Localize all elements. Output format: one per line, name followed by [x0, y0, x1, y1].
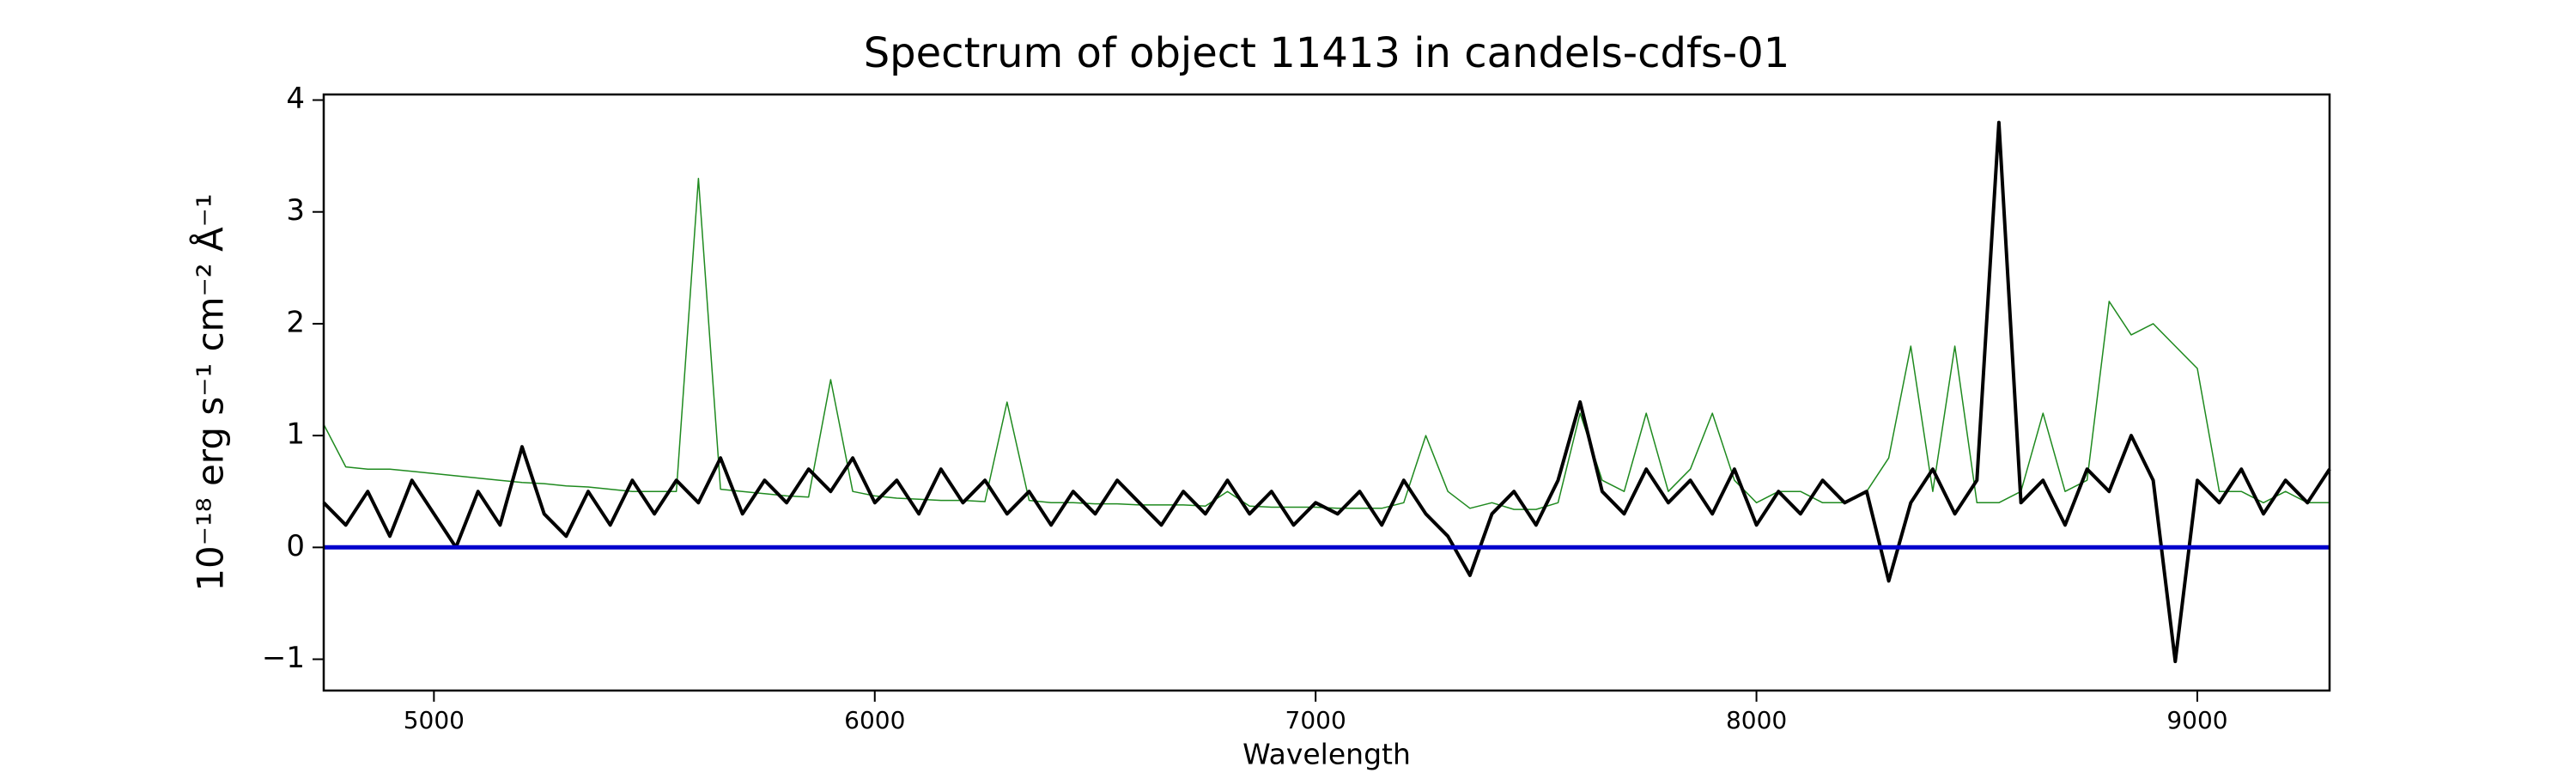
plot-frame	[322, 93, 2331, 692]
spectrum-line	[322, 120, 2331, 664]
chart-title: Spectrum of object 11413 in candels-cdfs…	[864, 29, 1790, 77]
y-tick-label: 0	[286, 529, 305, 563]
x-tick-label: 5000	[404, 706, 465, 734]
y-tick-label: 4	[286, 82, 305, 116]
y-axis-label: 10⁻¹⁸ erg s⁻¹ cm⁻² Å⁻¹	[189, 193, 232, 591]
y-tick-label: 1	[286, 417, 305, 452]
x-tick-label: 7000	[1285, 706, 1346, 734]
y-tick-label: 3	[286, 193, 305, 228]
x-tick-label: 8000	[1726, 706, 1787, 734]
spectrum-line	[323, 177, 2330, 510]
y-tick-label: 2	[286, 305, 305, 339]
x-tick-label: 9000	[2166, 706, 2227, 734]
y-tick-label: −1	[262, 641, 305, 675]
x-tick-label: 6000	[844, 706, 905, 734]
x-axis-label: Wavelength	[1242, 738, 1411, 771]
